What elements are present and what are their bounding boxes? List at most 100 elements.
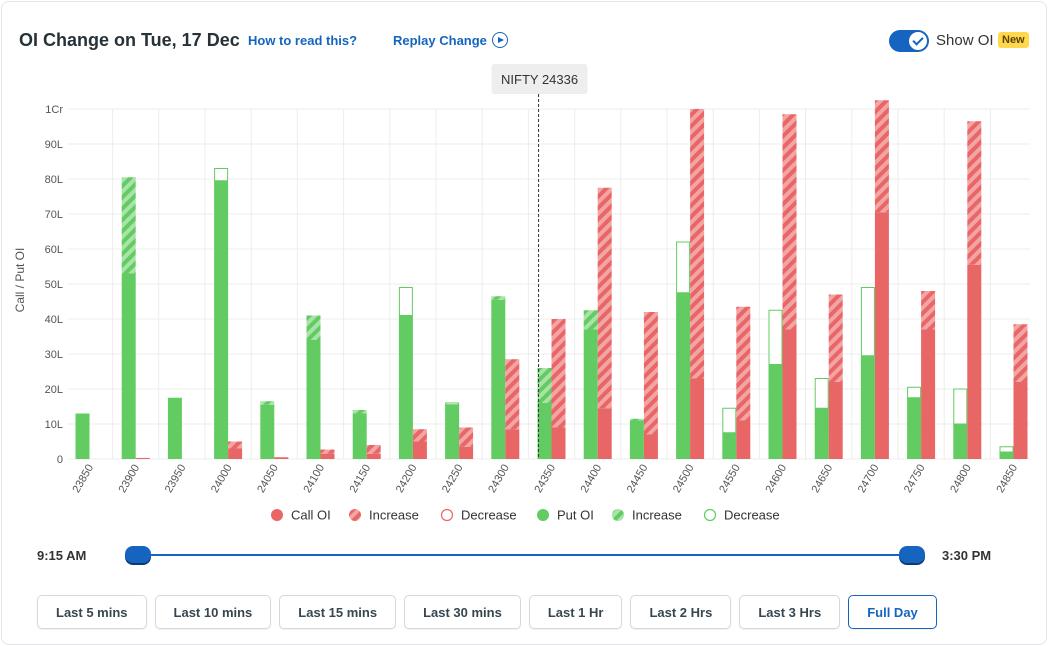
call-oi-increase-bar [505, 359, 520, 430]
x-tick-label: 24600 [763, 463, 789, 495]
slider-start-handle[interactable] [125, 546, 151, 563]
x-tick-label: 24300 [486, 463, 512, 495]
call-oi-increase-bar [366, 445, 381, 454]
call-oi-increase-bar [921, 291, 936, 330]
legend-label: Decrease [724, 508, 780, 523]
x-axis-ticks: 23850 23900 23950 24000 24050 24100 24150 24200… [70, 463, 1020, 495]
x-tick-label: 24750 [902, 463, 928, 495]
legend-label: Decrease [461, 508, 517, 523]
time-slider-track[interactable] [138, 554, 912, 556]
put-oi-decrease-bar [214, 168, 229, 182]
put-oi-decrease-bar [445, 402, 460, 406]
call-oi-increase-bar [828, 294, 843, 382]
call-oi-bar [828, 382, 843, 459]
y-axis-label: Call / Put OI [13, 248, 27, 313]
spot-price-box [491, 64, 588, 94]
x-tick-label: 24250 [440, 463, 466, 495]
call-oi-bar [967, 264, 982, 459]
y-tick-label: 90L [45, 139, 63, 151]
put-oi-increase-bar [352, 410, 367, 414]
call-oi-increase-bar [551, 319, 566, 428]
put-oi-bar [260, 404, 275, 459]
x-tick-label: 24100 [301, 463, 327, 495]
y-tick-label: 70L [45, 209, 63, 221]
put-oi-bar [167, 397, 182, 459]
slider-end-time: 3:30 PM [942, 548, 992, 563]
x-tick-label: 23850 [70, 463, 96, 495]
time-range-button[interactable]: Last 3 Hrs [739, 595, 841, 629]
put-oi-decrease-bar [398, 287, 413, 316]
show-oi-label: Show OI [936, 32, 994, 49]
oi-change-chart: 0 10L 20L 30L 40L 50L 60L 70L 80L 90L 1Cr Call / P… [13, 64, 1030, 523]
put-oi-bar [214, 180, 229, 459]
call-oi-bar [320, 453, 335, 459]
put-oi-decrease-bar [860, 287, 875, 357]
put-oi-bar [121, 273, 136, 459]
y-tick-label: 10L [45, 419, 63, 431]
call-oi-bar [274, 457, 289, 459]
legend-label: Increase [632, 508, 682, 523]
spot-price-label: NIFTY 24336 [501, 72, 578, 87]
legend-swatch [349, 509, 361, 521]
call-oi-bar [366, 453, 381, 459]
gridlines [68, 108, 1030, 460]
show-oi-toggle[interactable] [889, 30, 929, 52]
call-oi-increase-bar [690, 109, 705, 379]
put-oi-increase-bar [629, 418, 644, 421]
y-tick-label: 30L [45, 349, 63, 361]
time-range-button[interactable]: Last 15 mins [279, 595, 397, 629]
call-oi-bar [459, 446, 474, 459]
put-oi-bar [907, 397, 922, 459]
time-range-button[interactable]: Last 10 mins [154, 595, 272, 629]
y-tick-label: 60L [45, 244, 63, 256]
put-oi-increase-bar [260, 401, 275, 405]
put-oi-decrease-bar [722, 407, 737, 434]
call-oi-increase-bar [228, 441, 243, 449]
legend-label: Put OI [557, 508, 594, 523]
x-tick-label: 23900 [117, 463, 143, 495]
how-to-read-link[interactable]: How to read this? [248, 33, 358, 48]
x-tick-label: 24450 [625, 463, 651, 495]
time-range-button[interactable]: Last 1 Hr [528, 595, 623, 629]
x-tick-label: 24000 [209, 463, 235, 495]
put-oi-bar [768, 364, 783, 459]
call-oi-increase-bar [643, 312, 658, 435]
call-oi-increase-bar [412, 429, 427, 442]
time-range-button[interactable]: Last 2 Hrs [630, 595, 732, 629]
x-tick-label: 24550 [717, 463, 743, 495]
call-oi-increase-bar [874, 100, 889, 213]
play-circle-icon[interactable] [492, 32, 508, 48]
call-oi-bar [412, 441, 427, 459]
put-oi-bar [491, 299, 506, 459]
put-oi-decrease-bar [953, 388, 968, 425]
put-oi-bar [398, 315, 413, 459]
y-tick-label: 80L [45, 174, 63, 186]
put-oi-decrease-bar [676, 241, 691, 294]
x-tick-label: 24350 [532, 463, 558, 495]
y-tick-label: 40L [45, 314, 63, 326]
slider-end-handle[interactable] [899, 546, 925, 563]
put-oi-bar [814, 408, 829, 459]
put-oi-increase-bar [306, 315, 321, 340]
call-oi-bar [228, 448, 243, 459]
time-range-button[interactable]: Full Day [848, 595, 937, 629]
call-oi-bar [505, 429, 520, 459]
call-oi-bar [643, 434, 658, 459]
call-oi-increase-bar [736, 306, 751, 421]
legend-label: Increase [369, 508, 419, 523]
page-title: OI Change on Tue, 17 Dec [19, 30, 240, 50]
call-oi-bar [135, 457, 150, 459]
replay-change-link[interactable]: Replay Change [393, 33, 487, 48]
legend-swatch [271, 509, 283, 521]
x-tick-label: 24150 [348, 463, 374, 495]
time-range-button[interactable]: Last 5 mins [37, 595, 147, 629]
put-oi-bar [306, 340, 321, 459]
put-oi-bar [999, 452, 1014, 459]
y-axis-ticks: 0 10L 20L 30L 40L 50L 60L 70L 80L 90L 1Cr [45, 104, 64, 466]
x-tick-label: 24400 [579, 463, 605, 495]
call-oi-bar [921, 329, 936, 459]
put-oi-bar [445, 404, 460, 459]
put-oi-bar [75, 413, 90, 459]
time-range-button[interactable]: Last 30 mins [404, 595, 521, 629]
